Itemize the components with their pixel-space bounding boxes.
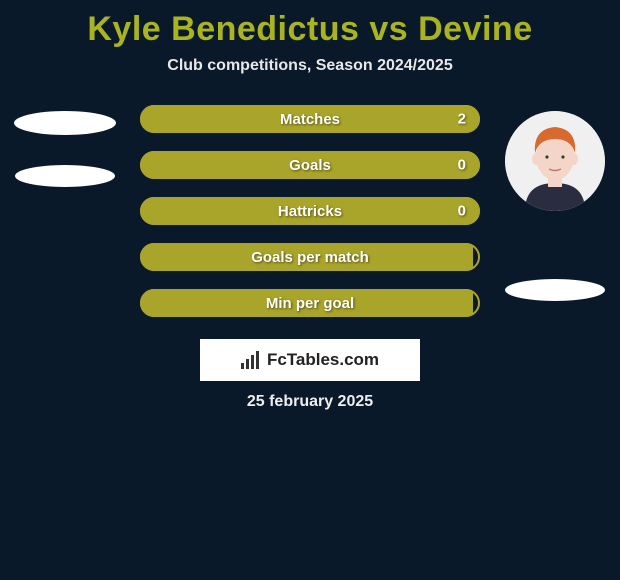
- player-right-photo: [505, 111, 605, 211]
- stat-bar-min-per-goal: Min per goal: [140, 289, 480, 317]
- logo-text: FcTables.com: [267, 350, 379, 370]
- page-title: Kyle Benedictus vs Devine: [0, 10, 620, 49]
- stat-label: Min per goal: [266, 295, 354, 312]
- player-left-photo-placeholder: [14, 111, 116, 135]
- stat-value-right: 0: [458, 203, 466, 220]
- fctables-logo: FcTables.com: [200, 339, 420, 381]
- stat-bar-goals-per-match: Goals per match: [140, 243, 480, 271]
- stat-bar-hattricks: Hattricks 0: [140, 197, 480, 225]
- date-label: 25 february 2025: [0, 393, 620, 411]
- player-left-column: [10, 105, 120, 187]
- avatar-svg: [505, 111, 605, 211]
- player-right-logo-placeholder: [505, 279, 605, 301]
- stat-bar-matches: Matches 2: [140, 105, 480, 133]
- player-right-column: [500, 105, 610, 301]
- stat-bar-goals: Goals 0: [140, 151, 480, 179]
- stat-label: Goals per match: [251, 249, 369, 266]
- stat-label: Goals: [289, 157, 331, 174]
- stat-label: Hattricks: [278, 203, 342, 220]
- main-row: Matches 2 Goals 0 Hattricks 0 Goals: [0, 105, 620, 317]
- bar-chart-icon: [241, 351, 261, 369]
- stat-value-right: 0: [458, 157, 466, 174]
- subtitle: Club competitions, Season 2024/2025: [0, 57, 620, 75]
- stat-value-right: 2: [458, 111, 466, 128]
- stat-label: Matches: [280, 111, 340, 128]
- stat-bars: Matches 2 Goals 0 Hattricks 0 Goals: [140, 105, 480, 317]
- infographic-container: Kyle Benedictus vs Devine Club competiti…: [0, 0, 620, 411]
- player-left-logo-placeholder: [15, 165, 115, 187]
